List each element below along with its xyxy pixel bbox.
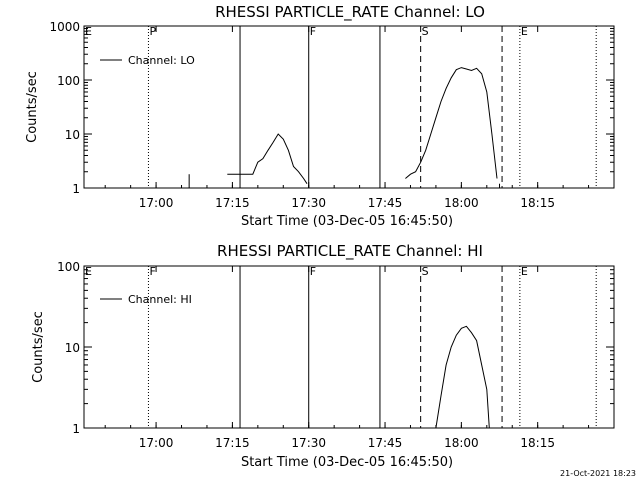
- x-tick-label: 17:45: [368, 196, 403, 210]
- marker-label: P: [149, 25, 156, 38]
- x-axis-label: Start Time (03-Dec-05 16:45:50): [241, 455, 453, 470]
- axis-ticks: 17:00 17:15 17:30 17:45 18:00 18:15 1 10 100: [57, 260, 615, 450]
- marker-label: F: [310, 265, 316, 278]
- y-tick-label: 10: [65, 128, 80, 142]
- plot-frame: [83, 265, 615, 429]
- chart-title: RHESSI PARTICLE_RATE Channel: LO: [215, 3, 485, 22]
- x-tick-label: 17:30: [291, 196, 326, 210]
- marker-label: S: [422, 265, 429, 278]
- footer-timestamp: 21-Oct-2021 18:23: [560, 469, 636, 478]
- series-layer: [435, 325, 490, 429]
- x-tick-label: 17:15: [215, 196, 250, 210]
- x-tick-label: 18:00: [444, 436, 479, 450]
- marker-label: S: [422, 25, 429, 38]
- y-tick-label: 1000: [49, 20, 80, 34]
- y-tick-label: 10: [65, 341, 80, 355]
- x-tick-label: 17:45: [368, 436, 403, 450]
- plot-frame: [83, 25, 615, 189]
- series-line: [227, 68, 504, 184]
- y-tick-label: 100: [57, 260, 80, 274]
- x-tick-label: 18:15: [520, 436, 555, 450]
- x-tick-label: 17:00: [139, 196, 174, 210]
- x-tick-label: 17:15: [215, 436, 250, 450]
- marker-label: F: [310, 25, 316, 38]
- marker-label: E: [521, 265, 528, 278]
- chart-title: RHESSI PARTICLE_RATE Channel: HI: [217, 242, 483, 261]
- marker-label: F: [149, 265, 155, 278]
- y-tick-label: 1: [72, 182, 80, 196]
- lo-channel-panel: RHESSI PARTICLE_RATE Channel: LO Counts/…: [25, 3, 615, 229]
- marker-label: E: [85, 265, 92, 278]
- y-axis-label: Counts/sec: [31, 311, 46, 383]
- legend: Channel: HI: [100, 293, 192, 306]
- hi-channel-panel: RHESSI PARTICLE_RATE Channel: HI Counts/…: [31, 242, 615, 470]
- x-tick-label: 18:00: [444, 196, 479, 210]
- x-tick-label: 17:00: [139, 436, 174, 450]
- x-tick-label: 18:15: [520, 196, 555, 210]
- legend: Channel: LO: [100, 54, 195, 67]
- series-layer: [188, 68, 504, 188]
- x-tick-label: 17:30: [291, 436, 326, 450]
- y-tick-label: 100: [57, 74, 80, 88]
- x-axis-label: Start Time (03-Dec-05 16:45:50): [241, 214, 453, 229]
- marker-label: E: [521, 25, 528, 38]
- y-axis-label: Counts/sec: [25, 71, 40, 143]
- y-tick-label: 1: [72, 422, 80, 436]
- legend-entry: Channel: LO: [128, 54, 195, 67]
- marker-label: E: [85, 25, 92, 38]
- series-line: [435, 325, 490, 429]
- axis-ticks: 17:00 17:15 17:30 17:45 18:00 18:15 1 10 100 1000: [49, 20, 615, 210]
- legend-entry: Channel: HI: [128, 293, 192, 306]
